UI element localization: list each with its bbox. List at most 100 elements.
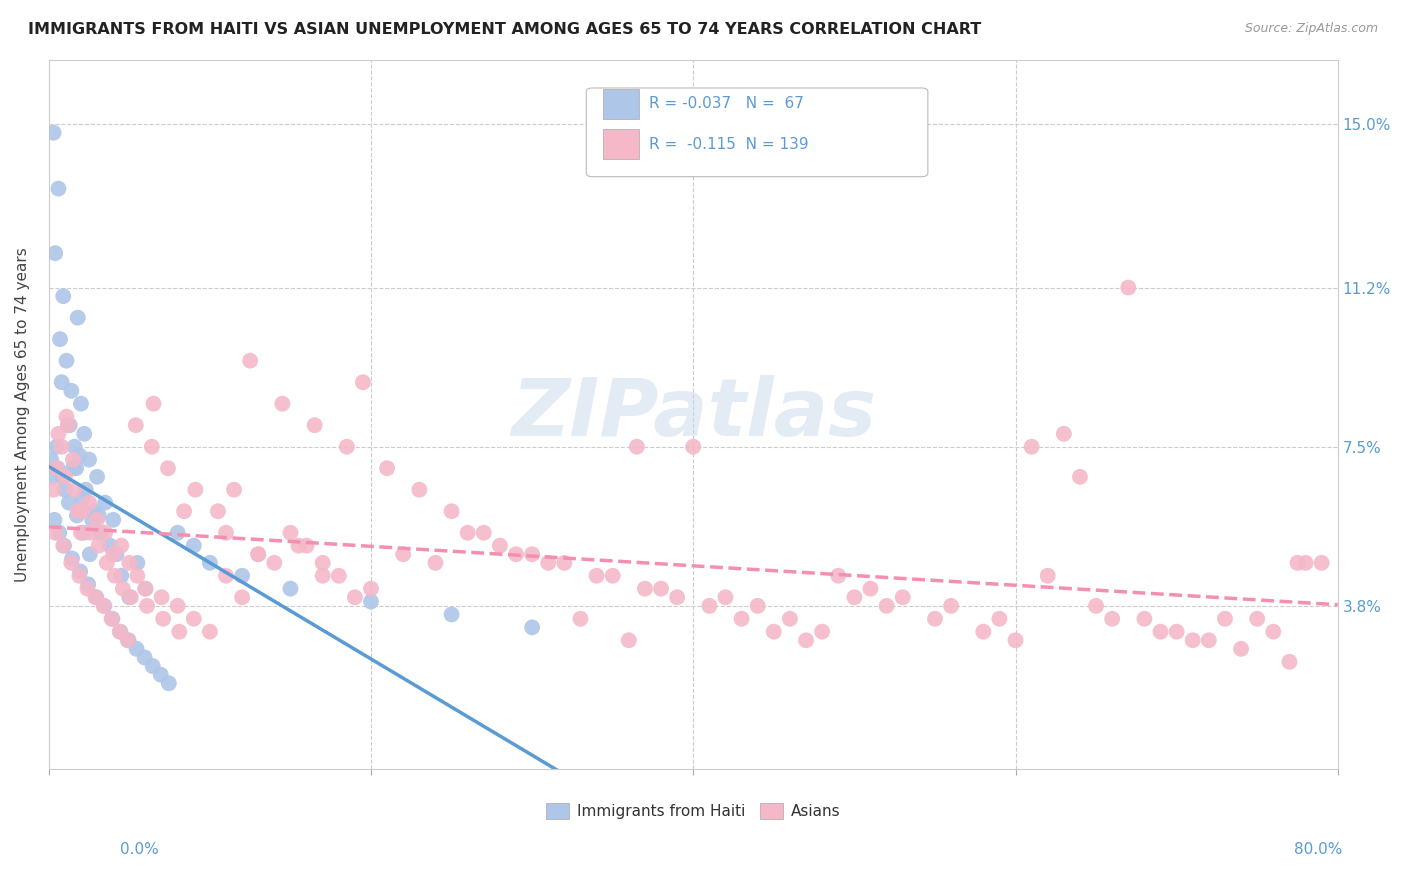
Point: [650, 582, 672, 596]
Point: [51, 440, 73, 454]
Point: [666, 591, 689, 605]
Point: [89, 525, 111, 540]
Point: [827, 568, 849, 582]
Text: Source: ZipAtlas.com: Source: ZipAtlas.com: [1244, 22, 1378, 36]
Point: [166, 525, 188, 540]
Point: [360, 594, 382, 608]
Point: [48, 426, 70, 441]
Point: [489, 539, 512, 553]
Point: [66, 508, 89, 523]
Point: [76, 582, 98, 596]
Point: [183, 612, 205, 626]
Point: [520, 547, 543, 561]
Point: [56, 418, 79, 433]
Point: [1286, 556, 1309, 570]
Point: [70, 397, 93, 411]
Point: [51, 470, 73, 484]
Point: [103, 513, 125, 527]
Point: [1263, 624, 1285, 639]
Point: [184, 483, 207, 497]
Point: [53, 483, 76, 497]
Point: [505, 547, 527, 561]
Point: [198, 556, 221, 570]
Point: [44, 525, 66, 540]
Point: [62, 452, 84, 467]
Y-axis label: Unemployment Among Ages 65 to 74 years: Unemployment Among Ages 65 to 74 years: [15, 247, 30, 582]
Point: [134, 650, 156, 665]
Point: [42, 126, 65, 140]
Point: [714, 591, 737, 605]
Text: IMMIGRANTS FROM HAITI VS ASIAN UNEMPLOYMENT AMONG AGES 65 TO 74 YEARS CORRELATIO: IMMIGRANTS FROM HAITI VS ASIAN UNEMPLOYM…: [28, 22, 981, 37]
Point: [1295, 556, 1317, 570]
Point: [79, 547, 101, 561]
Point: [215, 568, 238, 582]
Point: [156, 461, 179, 475]
Point: [110, 624, 132, 639]
Point: [53, 539, 76, 553]
Point: [183, 539, 205, 553]
Point: [747, 599, 769, 613]
Point: [295, 539, 318, 553]
Point: [86, 470, 108, 484]
Point: [118, 591, 141, 605]
Point: [375, 461, 398, 475]
Point: [98, 539, 121, 553]
Text: R =  -0.115  N = 139: R = -0.115 N = 139: [650, 136, 808, 152]
Point: [141, 440, 163, 454]
Point: [392, 547, 415, 561]
Point: [198, 624, 221, 639]
Point: [271, 397, 294, 411]
Point: [79, 525, 101, 540]
Point: [537, 556, 560, 570]
Point: [626, 440, 648, 454]
Point: [1101, 612, 1123, 626]
Point: [142, 397, 165, 411]
Point: [617, 633, 640, 648]
Point: [56, 418, 79, 433]
Point: [585, 568, 607, 582]
Point: [42, 483, 65, 497]
Point: [762, 624, 785, 639]
Point: [553, 556, 575, 570]
Point: [39, 452, 62, 467]
Point: [457, 525, 479, 540]
Point: [730, 612, 752, 626]
Point: [67, 448, 90, 462]
Point: [173, 504, 195, 518]
Point: [1149, 624, 1171, 639]
Point: [157, 676, 180, 690]
Point: [602, 568, 624, 582]
Point: [117, 633, 139, 648]
Point: [96, 556, 118, 570]
Point: [103, 547, 125, 561]
Point: [60, 551, 83, 566]
Point: [440, 607, 463, 622]
Point: [45, 440, 67, 454]
Point: [104, 568, 127, 582]
Point: [343, 591, 366, 605]
Point: [134, 582, 156, 596]
Point: [142, 659, 165, 673]
Point: [52, 289, 75, 303]
Point: [110, 539, 132, 553]
Point: [77, 577, 100, 591]
Point: [94, 495, 117, 509]
Point: [125, 418, 148, 433]
Point: [360, 582, 382, 596]
Point: [280, 525, 302, 540]
Point: [60, 556, 83, 570]
Point: [127, 568, 149, 582]
Point: [263, 556, 285, 570]
Point: [972, 624, 994, 639]
Point: [425, 556, 447, 570]
Point: [67, 568, 90, 582]
Point: [83, 504, 105, 518]
Point: [70, 525, 93, 540]
Point: [65, 461, 87, 475]
Point: [215, 525, 238, 540]
Point: [1004, 633, 1026, 648]
Point: [58, 495, 80, 509]
Point: [1133, 612, 1156, 626]
Point: [167, 624, 190, 639]
Point: [134, 582, 156, 596]
